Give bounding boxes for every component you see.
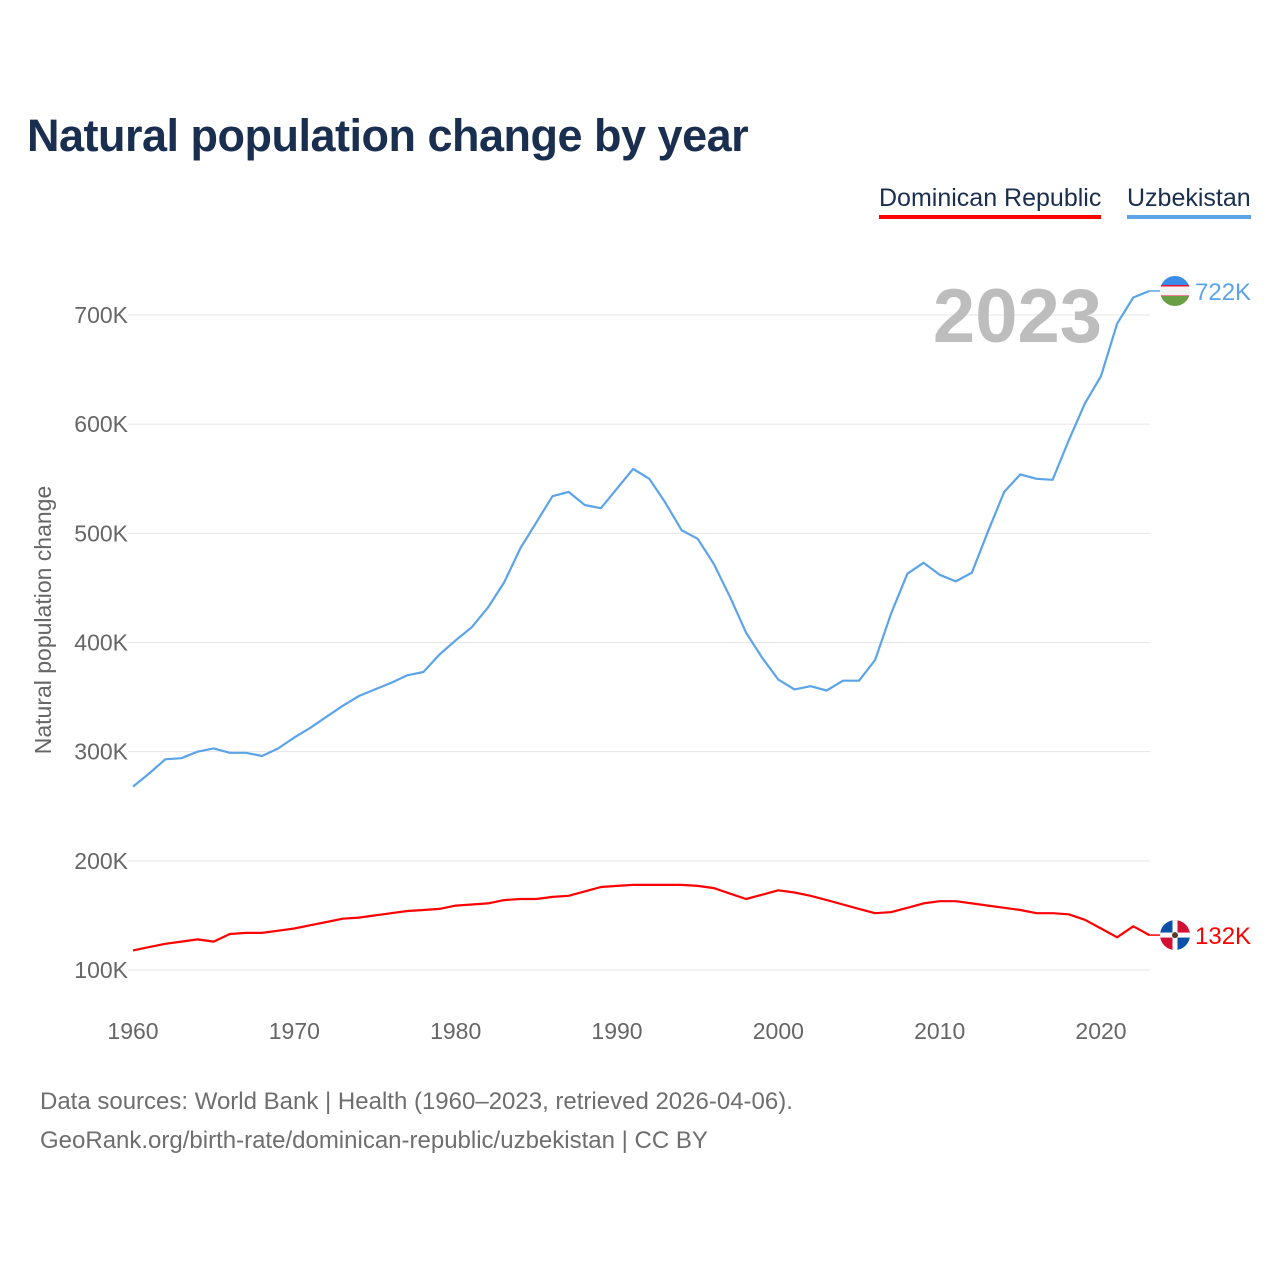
x-tick-label: 2000 [753,1018,804,1044]
end-value-label: 132K [1195,923,1251,950]
x-tick-label: 2020 [1075,1018,1126,1044]
series-line-uzbekistan[interactable] [132,289,1150,788]
y-tick-label: 200K [74,848,128,874]
y-tick-label: 300K [74,739,128,765]
series-line-dominican-republic[interactable] [132,883,1150,952]
x-tick-label: 2010 [914,1018,965,1044]
y-tick-label: 400K [74,630,128,656]
footer-sources: Data sources: World Bank | Health (1960–… [40,1088,793,1115]
y-tick-label: 100K [74,957,128,983]
dominican-republic-flag-icon [1160,920,1190,951]
end-value-label: 722K [1195,279,1251,306]
y-axis-label: Natural population change [30,486,56,755]
x-tick-label: 1980 [430,1018,481,1044]
footer-link[interactable]: GeoRank.org/birth-rate/dominican-republi… [40,1127,708,1154]
legend-dominican-republic[interactable]: Dominican Republic [879,184,1102,219]
y-tick-label: 500K [74,520,128,546]
y-tick-label: 700K [74,302,128,328]
x-tick-label: 1960 [107,1018,158,1044]
legend-uzbekistan[interactable]: Uzbekistan [1127,184,1251,219]
y-tick-label: 600K [74,411,128,437]
highlight-year: 2023 [933,274,1102,359]
x-tick-label: 1990 [591,1018,642,1044]
x-tick-label: 1970 [269,1018,320,1044]
uzbekistan-flag-icon [1160,275,1190,306]
chart-title: Natural population change by year [27,110,749,161]
